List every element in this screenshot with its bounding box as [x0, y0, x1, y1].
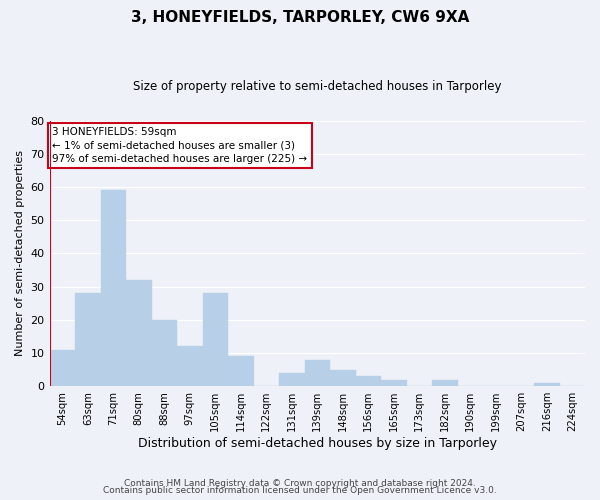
Bar	[152, 320, 177, 386]
Text: 3, HONEYFIELDS, TARPORLEY, CW6 9XA: 3, HONEYFIELDS, TARPORLEY, CW6 9XA	[131, 10, 469, 25]
Bar	[50, 350, 75, 386]
Title: Size of property relative to semi-detached houses in Tarporley: Size of property relative to semi-detach…	[133, 80, 502, 93]
Bar	[228, 356, 254, 386]
Bar	[534, 383, 560, 386]
Text: Contains HM Land Registry data © Crown copyright and database right 2024.: Contains HM Land Registry data © Crown c…	[124, 478, 476, 488]
Bar	[177, 346, 203, 386]
Bar	[432, 380, 458, 386]
Bar	[356, 376, 381, 386]
Bar	[381, 380, 407, 386]
Y-axis label: Number of semi-detached properties: Number of semi-detached properties	[15, 150, 25, 356]
Bar	[305, 360, 330, 386]
X-axis label: Distribution of semi-detached houses by size in Tarporley: Distribution of semi-detached houses by …	[138, 437, 497, 450]
Bar	[126, 280, 152, 386]
Bar	[75, 293, 101, 386]
Bar	[203, 293, 228, 386]
Text: 3 HONEYFIELDS: 59sqm
← 1% of semi-detached houses are smaller (3)
97% of semi-de: 3 HONEYFIELDS: 59sqm ← 1% of semi-detach…	[52, 127, 307, 164]
Text: Contains public sector information licensed under the Open Government Licence v3: Contains public sector information licen…	[103, 486, 497, 495]
Bar	[330, 370, 356, 386]
Bar	[279, 373, 305, 386]
Bar	[101, 190, 126, 386]
